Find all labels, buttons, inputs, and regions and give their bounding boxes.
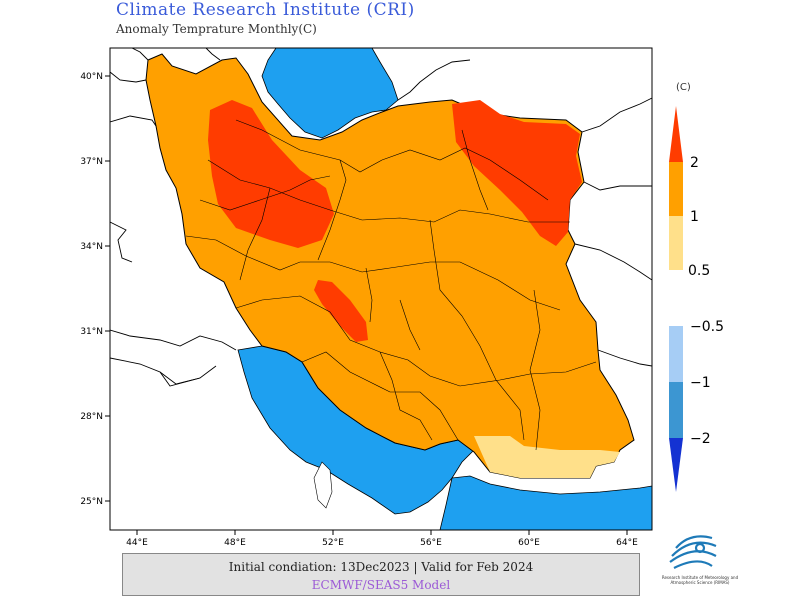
lat-label-28n: 28°N (80, 412, 103, 422)
legend-swatch-neg05-neg1 (669, 326, 683, 382)
lon-label-52e: 52°E (322, 538, 344, 548)
anomaly-zone-gt2-central (314, 280, 368, 342)
lon-label-64e: 64°E (616, 538, 638, 548)
rimas-logo (669, 535, 717, 569)
legend-label-1: 1 (690, 209, 699, 225)
legend-swatch-neg1-neg2 (669, 382, 683, 438)
lat-label-37n: 37°N (80, 157, 103, 167)
lon-label-44e: 44°E (126, 538, 148, 548)
legend-label-2: 2 (690, 155, 699, 171)
lat-label-40n: 40°N (80, 72, 103, 82)
caspian-sea (261, 48, 399, 139)
page-title: Climate Research Institute (CRI) (116, 0, 415, 20)
province-borders (185, 119, 597, 451)
initial-condition-text: Initial condiation: 13Dec2023 | Valid fo… (228, 560, 534, 574)
legend-unit: (C) (676, 82, 691, 93)
tick-marks (105, 75, 628, 535)
lon-label-48e: 48°E (224, 538, 246, 548)
page-subtitle: Anomaly Temprature Monthly(C) (116, 22, 317, 36)
color-legend: (C) 2 1 0.5 −0.5 −1 −2 (669, 82, 724, 492)
map-frame (109, 47, 653, 531)
lat-label-31n: 31°N (80, 327, 103, 337)
country-borders (110, 48, 652, 387)
legend-label-neg2: −2 (690, 431, 711, 447)
lon-label-56e: 56°E (420, 538, 442, 548)
lon-label-60e: 60°E (518, 538, 540, 548)
lat-label-34n: 34°N (80, 242, 103, 252)
qatar-land (313, 461, 333, 509)
gulf-of-oman (439, 475, 652, 530)
legend-swatch-05-1 (669, 216, 683, 270)
anomaly-zone-gt2-northeast (452, 100, 582, 246)
legend-swatch-lt-neg2 (669, 438, 683, 492)
legend-label-05: 0.5 (688, 263, 710, 279)
lat-label-25n: 25°N (80, 497, 103, 507)
legend-label-neg05: −0.5 (690, 319, 724, 335)
model-text: ECMWF/SEAS5 Model (311, 578, 451, 592)
logo-caption: Research Institute of Meteorology and At… (661, 575, 739, 585)
legend-label-neg1: −1 (690, 375, 711, 391)
anomaly-zone-05-1 (474, 436, 620, 478)
info-box: Initial condiation: 13Dec2023 | Valid fo… (122, 553, 640, 596)
legend-swatch-1-2 (669, 162, 683, 216)
legend-swatch-gt2 (669, 106, 683, 162)
anomaly-zone-gt2-northwest (208, 100, 334, 248)
